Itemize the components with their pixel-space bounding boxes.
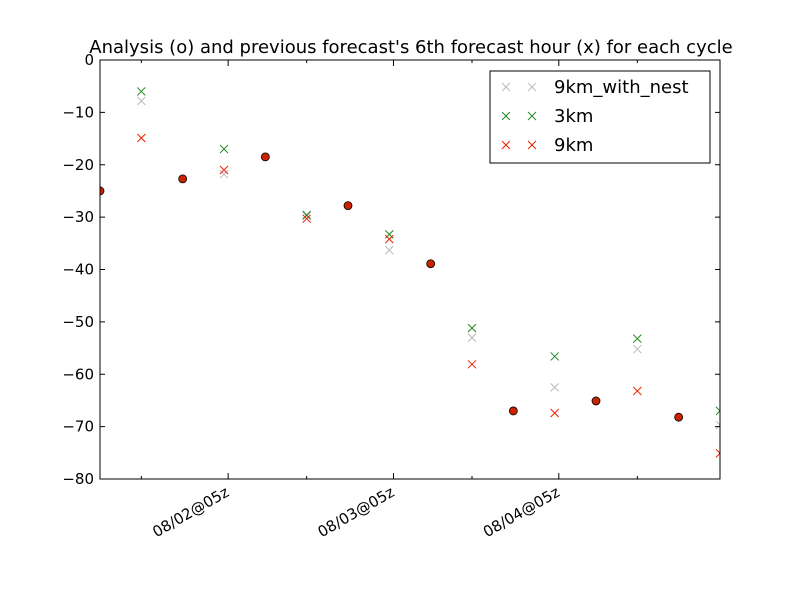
legend-marker: [501, 140, 511, 150]
x-stroke-b: [550, 408, 560, 418]
x-tick-label: 08/03@05z: [315, 483, 398, 541]
legend-item: 9km_with_nest: [501, 77, 689, 98]
x-stroke-b: [527, 140, 537, 150]
x-stroke-b: [715, 424, 720, 430]
x-stroke-b: [302, 211, 312, 221]
data-point: [219, 169, 229, 179]
legend-marker: [527, 82, 537, 92]
x-stroke-b: [550, 382, 560, 392]
y-tick-label: −50: [62, 313, 94, 331]
x-stroke-b: [384, 234, 394, 244]
x-stroke-b: [302, 210, 312, 220]
x-stroke-b: [467, 359, 477, 369]
x-stroke-b: [501, 111, 511, 121]
data-point: [100, 186, 105, 196]
data-point: [343, 201, 353, 211]
x-stroke-b: [632, 386, 642, 396]
data-point: [632, 334, 642, 343]
x-stroke-b: [715, 452, 720, 458]
x-stroke-b: [632, 334, 642, 343]
x-stroke-b: [302, 214, 312, 224]
legend-box: [489, 70, 711, 164]
data-point: [467, 323, 477, 333]
data-point: [591, 396, 601, 406]
legend-marker: [501, 111, 511, 121]
x-stroke-a: [715, 420, 720, 426]
y-tick-label: −40: [62, 261, 94, 279]
y-tick-label: −70: [62, 418, 94, 436]
x-stroke-b: [467, 323, 477, 333]
data-point: [384, 234, 394, 244]
x-stroke-b: [501, 140, 511, 150]
x-stroke-b: [136, 133, 146, 143]
data-point: [674, 412, 684, 422]
x-stroke-b: [219, 165, 229, 175]
x-stroke-a: [715, 406, 720, 412]
series-9km: [136, 133, 720, 458]
data-point: [715, 448, 720, 458]
legend-marker: [527, 140, 537, 150]
data-point: [508, 406, 518, 416]
y-tick-label: −10: [62, 103, 94, 121]
data-point: [178, 174, 188, 184]
data-point: [384, 230, 394, 239]
legend-label: 9km_with_nest: [554, 77, 689, 98]
data-point: [136, 133, 146, 143]
data-point: [384, 245, 394, 255]
data-point: [136, 96, 146, 106]
y-tick-label: −30: [62, 208, 94, 226]
legend: 9km_with_nest 3km 9km: [489, 70, 711, 164]
x-stroke-b: [527, 82, 537, 92]
legend-marker: [501, 82, 511, 92]
data-point: [219, 165, 229, 175]
legend-marker: [527, 111, 537, 121]
data-point: [467, 359, 477, 369]
x-stroke-b: [467, 333, 477, 342]
chart-title: Analysis (o) and previous forecast's 6th…: [89, 37, 732, 58]
x-stroke-b: [501, 82, 511, 92]
plot-area: [100, 87, 720, 458]
data-point: [302, 210, 312, 220]
x-stroke-b: [219, 144, 229, 154]
data-point: [632, 344, 642, 354]
y-tick-label: −80: [62, 470, 94, 488]
series-analysis: [100, 152, 684, 422]
x-stroke-b: [136, 96, 146, 106]
x-tick-label: 08/04@05z: [480, 483, 563, 541]
legend-label: 3km: [554, 106, 593, 127]
data-point: [715, 420, 720, 430]
y-tick-label: −20: [62, 156, 94, 174]
x-stroke-b: [136, 87, 146, 96]
x-tick-label: 08/02@05z: [149, 483, 232, 541]
data-point: [550, 382, 560, 392]
legend-label: 9km: [554, 135, 593, 156]
y-tick-label: −60: [62, 365, 94, 383]
y-tick-label: 0: [84, 51, 94, 69]
data-point: [219, 144, 229, 154]
x-stroke-b: [715, 410, 720, 416]
data-point: [302, 214, 312, 224]
x-stroke-b: [527, 111, 537, 121]
x-stroke-b: [384, 245, 394, 255]
legend-item: 9km: [501, 135, 593, 156]
x-stroke-b: [550, 352, 560, 361]
x-stroke-b: [219, 169, 229, 179]
data-point: [632, 386, 642, 396]
data-point: [550, 408, 560, 418]
data-point: [260, 152, 270, 162]
data-point: [715, 406, 720, 416]
data-point: [426, 259, 436, 269]
x-stroke-b: [632, 344, 642, 354]
data-point: [136, 87, 146, 96]
markers: [100, 87, 720, 458]
legend-item: 3km: [501, 106, 593, 127]
x-stroke-a: [715, 448, 720, 455]
data-point: [302, 211, 312, 221]
series-9km-with-nest: [136, 96, 720, 430]
data-point: [550, 352, 560, 361]
data-point: [467, 333, 477, 342]
